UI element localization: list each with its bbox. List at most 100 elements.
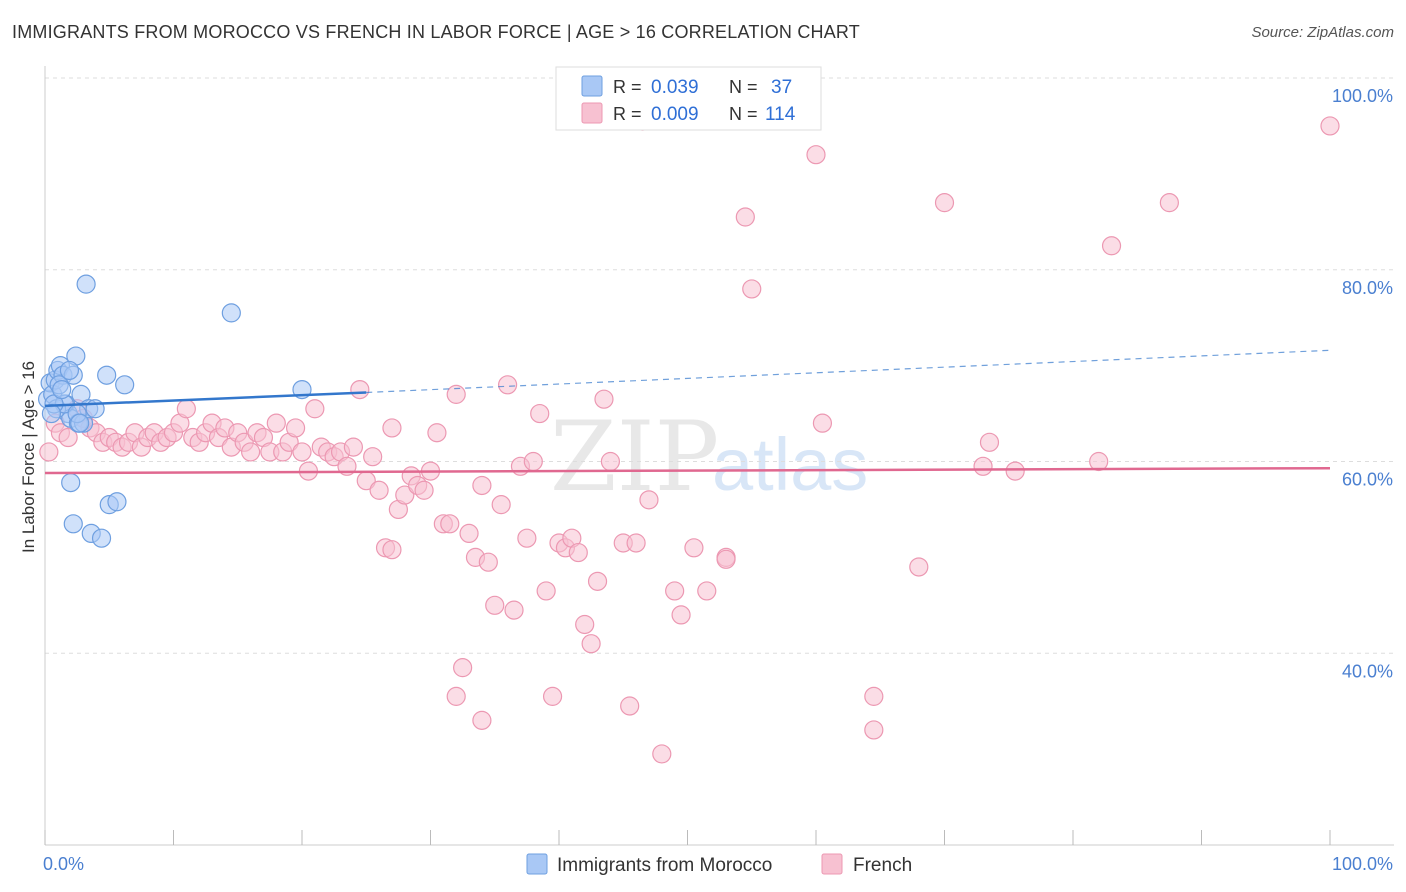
point-french <box>716 549 736 569</box>
legend-swatch-morocco <box>581 75 603 97</box>
series-french-points <box>39 111 1340 764</box>
point-french <box>806 145 826 165</box>
point-french <box>343 437 363 457</box>
point-french <box>536 581 556 601</box>
point-french <box>472 710 492 730</box>
bottom-legend: Immigrants from Morocco French <box>526 853 912 876</box>
bottom-legend-label-morocco: Immigrants from Morocco <box>557 855 772 876</box>
point-french <box>587 571 608 591</box>
point-french <box>864 686 884 706</box>
point-french <box>478 552 498 572</box>
point-french <box>427 423 447 443</box>
y-axis-label: In Labor Force | Age > 16 <box>19 361 38 553</box>
watermark-atlas: atlas <box>712 423 868 506</box>
point-french <box>575 614 595 635</box>
point-french <box>305 399 325 419</box>
trend-line-morocco <box>44 391 367 408</box>
point-french <box>568 542 588 563</box>
point-morocco <box>91 528 112 548</box>
y-tick-label: 100.0% <box>1332 86 1393 106</box>
point-french <box>1159 193 1179 213</box>
point-french <box>665 581 685 601</box>
point-french <box>1101 236 1122 256</box>
point-french <box>639 490 659 510</box>
point-french <box>382 540 402 560</box>
grid <box>45 77 1394 654</box>
point-french <box>292 442 312 462</box>
point-french <box>620 696 640 716</box>
point-french <box>671 605 691 625</box>
point-french <box>446 384 466 404</box>
trend-line-french <box>44 466 1331 475</box>
point-morocco <box>61 472 81 493</box>
point-french <box>523 451 543 472</box>
point-french <box>1089 451 1109 472</box>
x-tick-label-min: 0.0% <box>43 854 84 874</box>
point-french <box>697 581 717 601</box>
point-french <box>459 523 479 544</box>
point-french <box>742 279 762 299</box>
point-morocco <box>115 375 135 395</box>
legend-n-value-morocco: 37 <box>771 77 792 98</box>
point-morocco <box>59 360 80 381</box>
legend-r-value-french: 0.009 <box>651 104 699 125</box>
x-tick-label-max: 100.0% <box>1332 854 1393 874</box>
point-french <box>472 475 492 496</box>
y-tick-labels: 40.0% 60.0% 80.0% 100.0% <box>1332 86 1393 681</box>
point-morocco <box>97 365 117 385</box>
point-french <box>363 447 383 467</box>
point-morocco <box>76 274 96 294</box>
point-french <box>485 595 505 615</box>
point-french <box>504 600 524 620</box>
point-french <box>241 442 261 462</box>
point-french <box>626 533 646 553</box>
point-french <box>684 538 704 558</box>
point-french <box>864 720 884 740</box>
point-french <box>58 427 78 448</box>
point-french <box>542 686 563 706</box>
point-french <box>652 744 672 764</box>
point-french <box>176 399 196 419</box>
legend-r-label-french: R = <box>613 104 642 124</box>
point-french <box>600 451 621 472</box>
legend-n-label-morocco: N = <box>729 77 758 97</box>
point-french <box>530 403 550 424</box>
point-french <box>491 495 511 515</box>
point-french <box>266 413 286 433</box>
x-ticks <box>44 830 1331 845</box>
point-french <box>369 480 389 500</box>
point-french <box>395 485 415 505</box>
legend-swatch-french <box>581 102 603 124</box>
chart-source: Source: ZipAtlas.com <box>1251 24 1394 41</box>
point-french <box>440 514 460 534</box>
point-morocco <box>70 413 90 433</box>
legend-r-label-morocco: R = <box>613 77 642 97</box>
point-morocco <box>41 403 62 424</box>
point-morocco <box>107 492 127 512</box>
point-morocco <box>63 514 83 534</box>
watermark-zip: ZIP <box>550 401 719 513</box>
point-morocco <box>52 379 72 400</box>
trend-lines <box>44 349 1331 475</box>
point-french <box>285 418 306 438</box>
chart-title: IMMIGRANTS FROM MOROCCO VS FRENCH IN LAB… <box>12 22 861 42</box>
point-french <box>594 389 614 409</box>
y-tick-label: 60.0% <box>1342 470 1393 490</box>
point-french <box>350 379 370 400</box>
legend-n-label-french: N = <box>729 104 758 124</box>
point-french <box>973 456 993 476</box>
point-morocco <box>221 303 241 323</box>
point-french <box>1320 116 1340 136</box>
point-french <box>1005 461 1025 481</box>
series-morocco-points <box>37 274 312 548</box>
point-french <box>812 413 833 433</box>
point-french <box>909 557 929 577</box>
point-french <box>934 193 955 213</box>
bottom-legend-label-french: French <box>853 855 912 876</box>
trend-line-morocco-extended <box>366 349 1331 394</box>
legend: R = 0.039 N = 37 R = 0.009 N = 114 <box>555 66 822 131</box>
y-tick-label: 80.0% <box>1342 278 1393 298</box>
bottom-legend-swatch-french <box>821 853 843 875</box>
point-french <box>581 634 601 654</box>
